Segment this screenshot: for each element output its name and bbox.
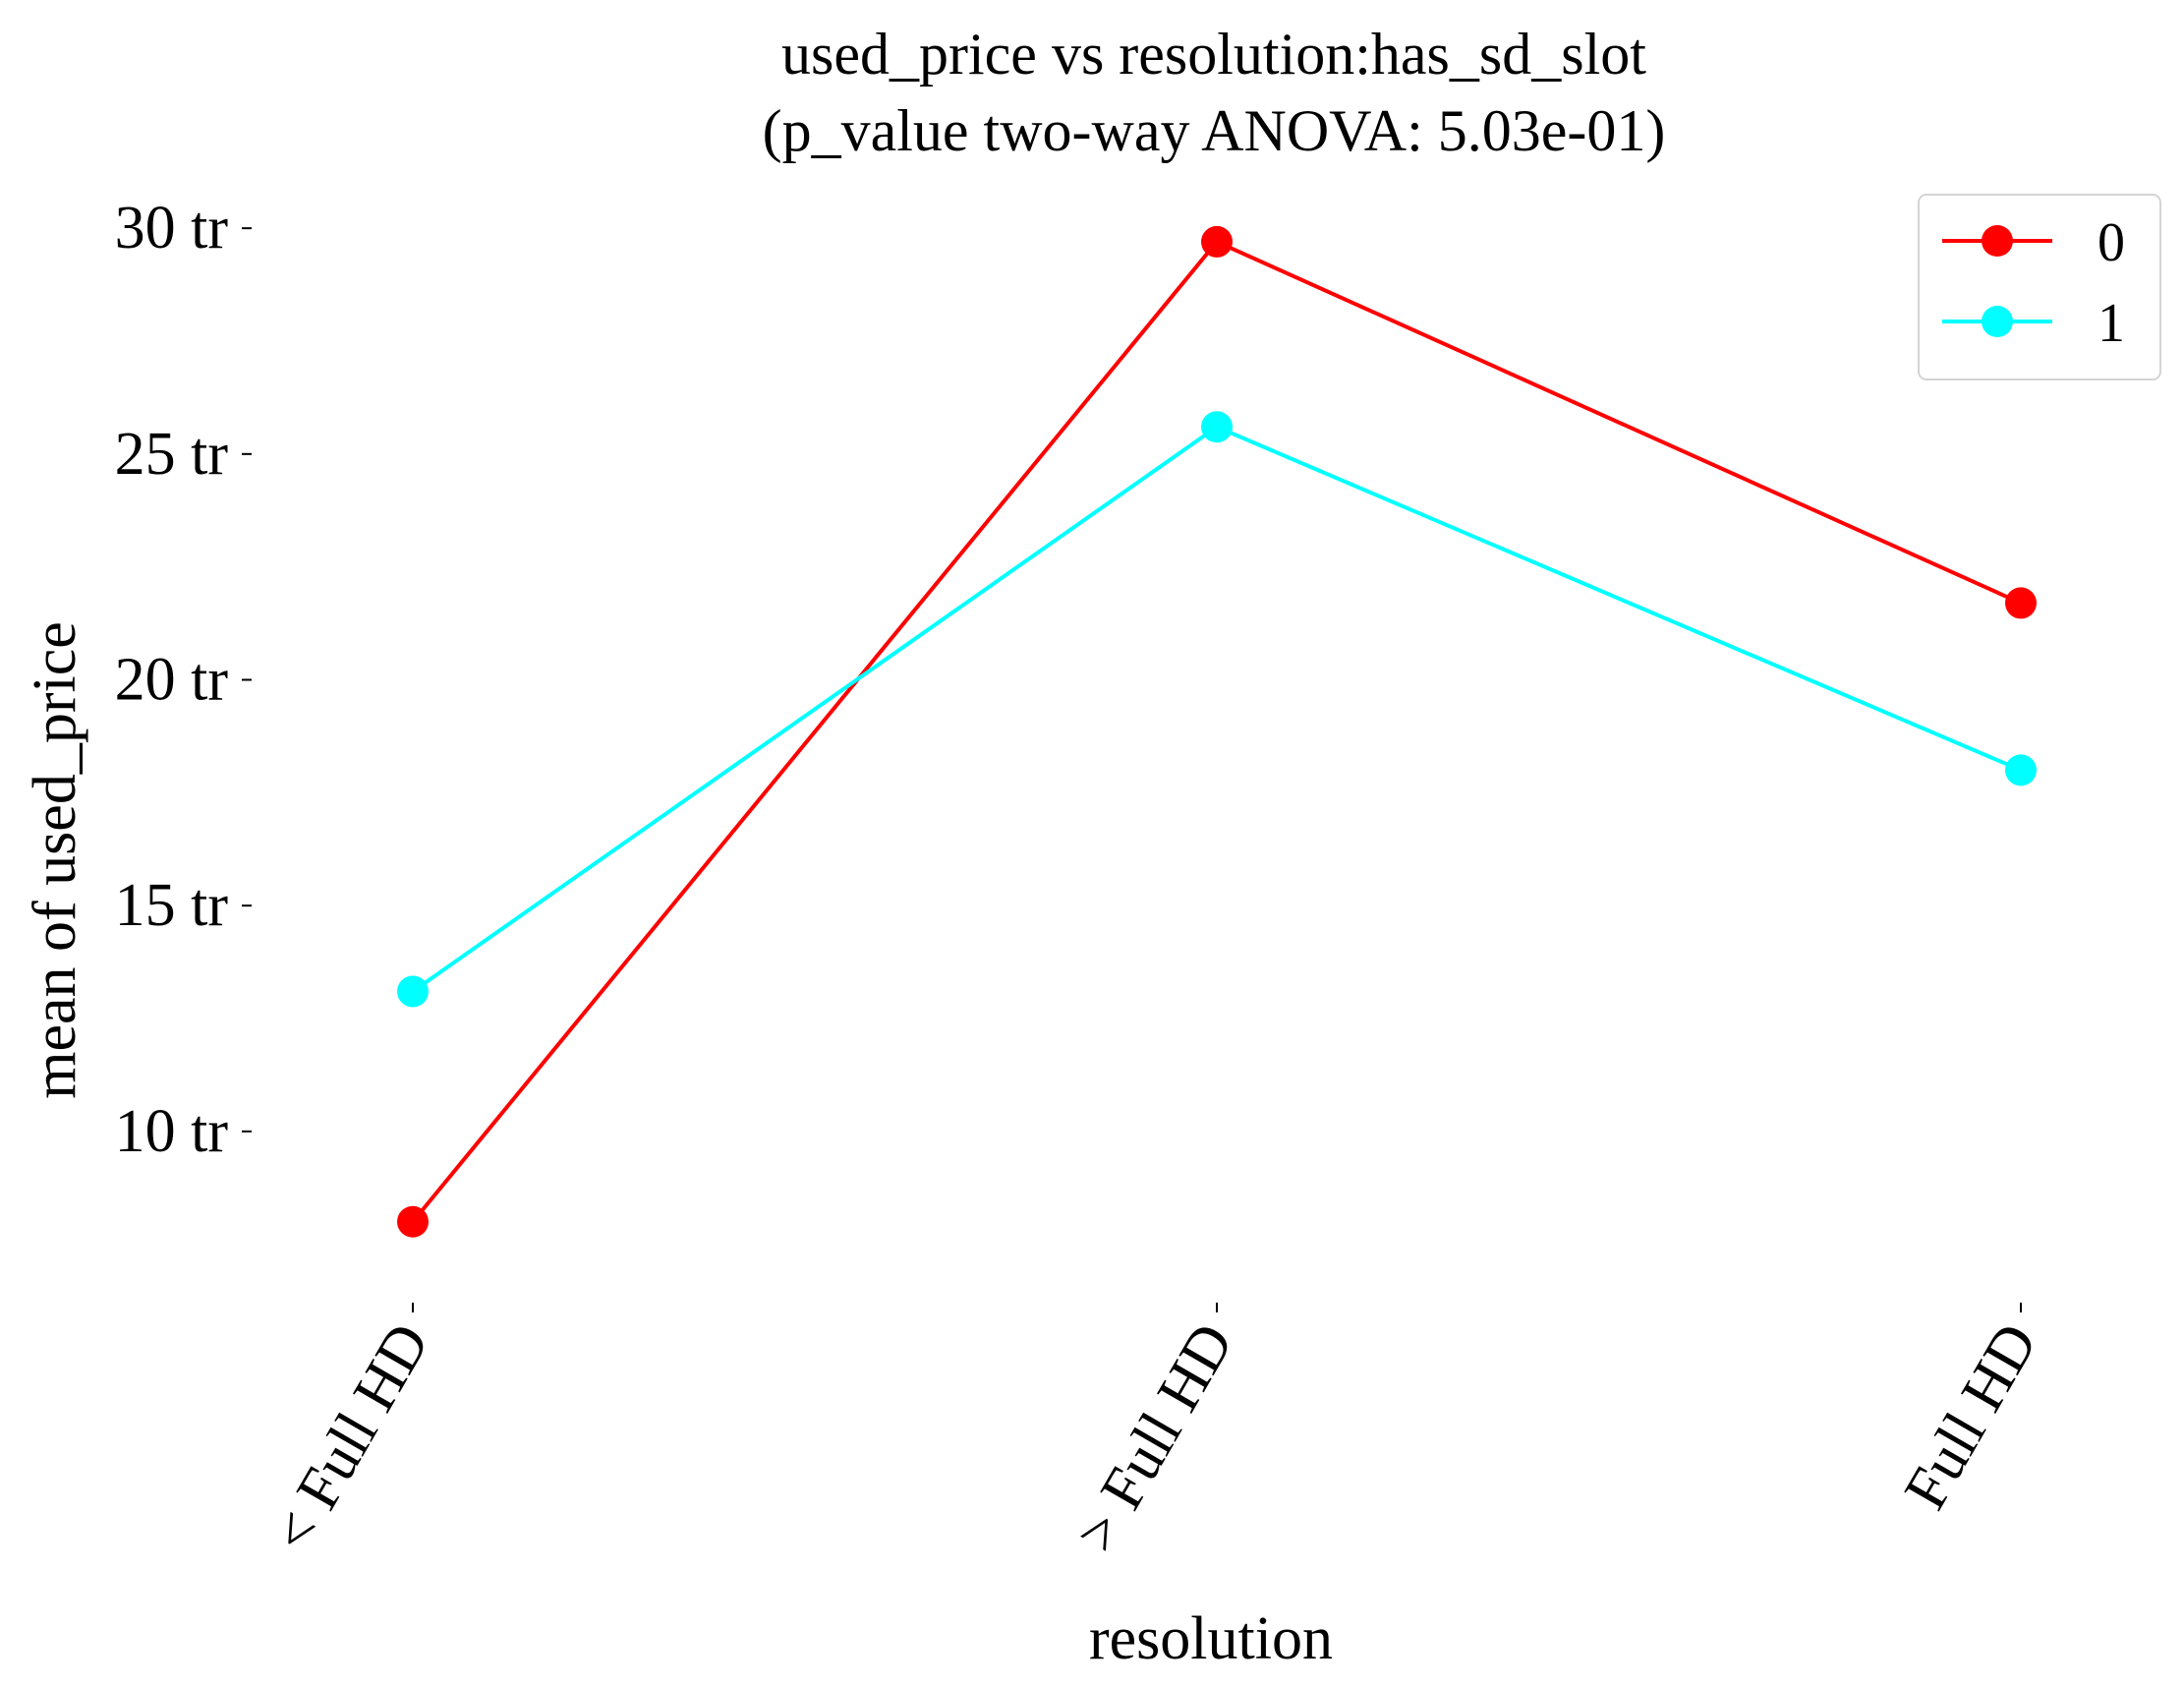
data-point-series-0 [1201,225,1233,258]
chart-title-line-1: used_price vs resolution:has_sd_slot [781,22,1646,87]
y-axis-label: mean of used_price [22,621,88,1098]
y-tick-label: 20 tr [115,647,229,714]
series-line-0 [411,239,2022,1223]
legend-marker-1 [1982,306,2013,337]
data-point-series-0 [2005,587,2037,619]
series-line-1 [411,425,2022,994]
y-tick-label: 10 tr [115,1098,229,1165]
legend-marker-0 [1982,225,2013,257]
x-tick-label: < Full HD [259,1312,443,1563]
x-axis-label: resolution [1089,1605,1333,1672]
legend: 01 [1918,194,2161,380]
data-point-series-1 [1201,411,1233,443]
legend-label: 1 [2098,293,2125,354]
y-tick-label: 25 tr [115,421,229,488]
y-axis: 10 tr 15 tr 20 tr 25 tr 30 tr [115,195,252,1165]
chart-title-line-2: (p_value two-way ANOVA: 5.03e-01) [763,98,1666,163]
data-point-series-1 [397,975,429,1008]
data-point-series-0 [397,1205,429,1238]
y-tick-label: 15 tr [115,872,229,939]
x-axis: < Full HD > Full HD Full HD [259,1303,2050,1563]
series-layer [397,225,2037,1238]
x-tick-label: Full HD [1892,1312,2050,1521]
legend-label: 0 [2098,212,2125,273]
x-tick-label: > Full HD [1063,1312,1247,1563]
y-tick-label: 30 tr [115,195,229,262]
data-point-series-1 [2005,754,2037,786]
